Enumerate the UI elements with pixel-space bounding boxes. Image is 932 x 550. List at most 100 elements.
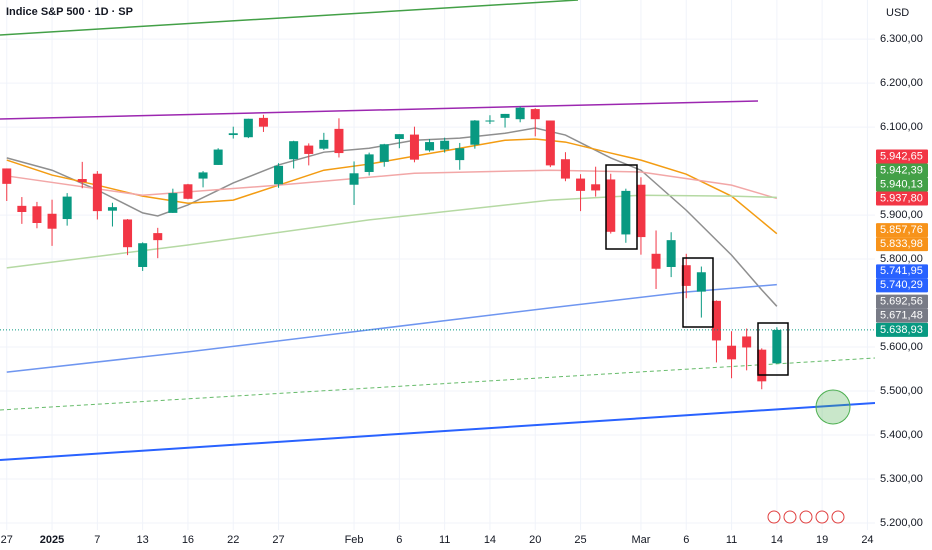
price-label: 5.857,76: [880, 224, 923, 236]
y-tick-label: 5.800,00: [880, 253, 923, 265]
candle-body: [485, 120, 495, 122]
candle-body: [183, 184, 193, 199]
moving-average: [6, 194, 777, 269]
candle-body: [107, 207, 117, 211]
x-tick-label: 13: [137, 534, 149, 546]
candle-body: [425, 142, 435, 151]
candle-body: [47, 213, 57, 229]
candle-body: [515, 107, 525, 120]
y-tick-label: 5.600,00: [880, 341, 923, 353]
candle-body: [123, 219, 133, 248]
price-label-box: [876, 322, 928, 337]
highlight-box: [605, 164, 638, 250]
event-flag[interactable]: [783, 510, 797, 524]
x-tick-label: 14: [771, 534, 783, 546]
y-tick-label: 6.300,00: [880, 33, 923, 45]
price-label: 5.942,39: [880, 164, 923, 176]
candle-body: [455, 148, 465, 161]
candle-body: [560, 159, 570, 179]
x-tick-label: 24: [861, 534, 873, 546]
event-flag[interactable]: [831, 510, 845, 524]
x-tick-label: Mar: [631, 534, 650, 546]
y-tick-label: 5.400,00: [880, 429, 923, 441]
candle-body: [92, 173, 102, 212]
price-label-box: [876, 163, 928, 178]
trend-line: [0, 0, 579, 36]
event-flag[interactable]: [799, 510, 813, 524]
candle-body: [470, 120, 480, 145]
price-label-box: [876, 177, 928, 192]
candle-body: [394, 134, 404, 139]
x-tick-label: 19: [816, 534, 828, 546]
price-label-box: [876, 294, 928, 309]
price-label: 5.942,65: [880, 150, 923, 162]
price-label-box: [876, 264, 928, 279]
price-label: 5.692,56: [880, 295, 923, 307]
candle-body: [258, 117, 268, 127]
candle-body: [727, 345, 737, 360]
trend-line: [0, 402, 875, 461]
candle-body: [772, 329, 782, 364]
candle-body: [757, 349, 767, 382]
candle-body: [379, 144, 389, 162]
x-tick-label: 27: [1, 534, 13, 546]
x-tick-label: 11: [726, 534, 737, 546]
price-label: 5.940,13: [880, 178, 923, 190]
y-tick-label: 5.300,00: [880, 473, 923, 485]
x-tick-label: 2025: [40, 534, 64, 546]
candle-body: [666, 240, 676, 267]
chart-title: Indice S&P 500 · 1D · SP: [6, 6, 133, 18]
candle-body: [696, 272, 706, 292]
candle-body: [349, 173, 359, 185]
target-circle: [815, 389, 851, 425]
candle-body: [742, 336, 752, 348]
event-flag[interactable]: [815, 510, 829, 524]
x-tick-label: 6: [683, 534, 689, 546]
candle-body: [62, 196, 72, 220]
price-label-box: [876, 149, 928, 164]
candle-body: [545, 120, 555, 166]
y-tick-label: 5.900,00: [880, 209, 923, 221]
trend-line: [0, 357, 875, 411]
candle-body: [636, 184, 646, 238]
candle-body: [243, 118, 253, 138]
y-tick-label: 6.100,00: [880, 121, 923, 133]
candle-body: [681, 265, 691, 286]
candle-body: [711, 300, 721, 341]
candle-body: [364, 154, 374, 172]
candle-body: [274, 165, 284, 185]
plot-area: [0, 0, 875, 461]
x-tick-label: 7: [94, 534, 100, 546]
candle-body: [138, 243, 148, 267]
highlight-box: [757, 322, 789, 376]
x-tick-label: 25: [574, 534, 586, 546]
price-label-box: [876, 223, 928, 238]
price-label-box: [876, 191, 928, 206]
price-label: 5.741,95: [880, 265, 923, 277]
candle-body: [289, 141, 299, 160]
candle-body: [651, 253, 661, 269]
candle-body: [319, 139, 329, 149]
price-label: 5.638,93: [880, 324, 923, 336]
x-tick-label: 14: [484, 534, 496, 546]
event-flag[interactable]: [767, 510, 781, 524]
price-label-box: [876, 237, 928, 252]
price-label: 5.671,48: [880, 309, 923, 321]
candle-body: [2, 168, 12, 184]
candle-body: [304, 145, 314, 154]
candle-body: [32, 206, 42, 223]
price-label: 5.937,80: [880, 192, 923, 204]
y-tick-label: 5.200,00: [880, 517, 923, 529]
moving-average: [6, 169, 778, 200]
candle-body: [198, 172, 208, 179]
candle-body: [168, 193, 178, 213]
candle-body: [500, 113, 510, 118]
y-tick-label: 6.200,00: [880, 77, 923, 89]
candle-body: [530, 109, 540, 120]
x-tick-label: 22: [227, 534, 239, 546]
candle-body: [213, 149, 223, 165]
y-tick-label: 5.500,00: [880, 385, 923, 397]
candle-body: [409, 134, 419, 160]
event-flags: [767, 510, 845, 524]
